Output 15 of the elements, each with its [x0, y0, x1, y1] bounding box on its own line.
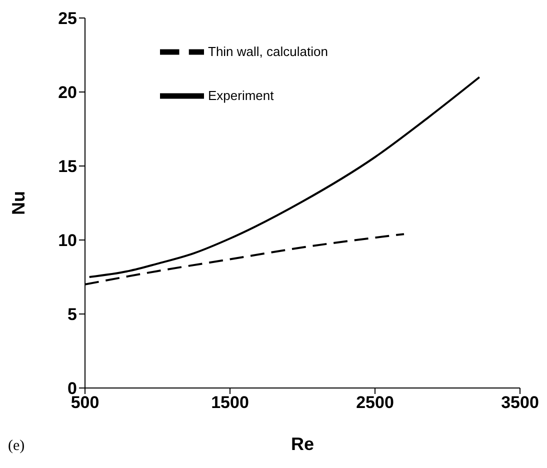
- y-tick-label: 10: [58, 231, 77, 250]
- x-tick-label: 3500: [501, 393, 539, 412]
- x-tick-label: 1500: [211, 393, 249, 412]
- y-tick-label: 25: [58, 9, 77, 28]
- y-tick-label: 5: [68, 305, 77, 324]
- x-axis-title: Re: [290, 434, 314, 454]
- legend-label: Experiment: [208, 88, 274, 103]
- x-tick-label: 500: [70, 393, 100, 412]
- text: (e): [8, 438, 25, 455]
- legend-label: Thin wall, calculation: [208, 44, 328, 59]
- y-tick-label: 15: [58, 157, 77, 176]
- y-axis-title: Nu: [8, 191, 28, 215]
- line-series: [88, 76, 480, 278]
- y-tick-label: 20: [58, 83, 77, 102]
- x-tick-label: 2500: [356, 393, 394, 412]
